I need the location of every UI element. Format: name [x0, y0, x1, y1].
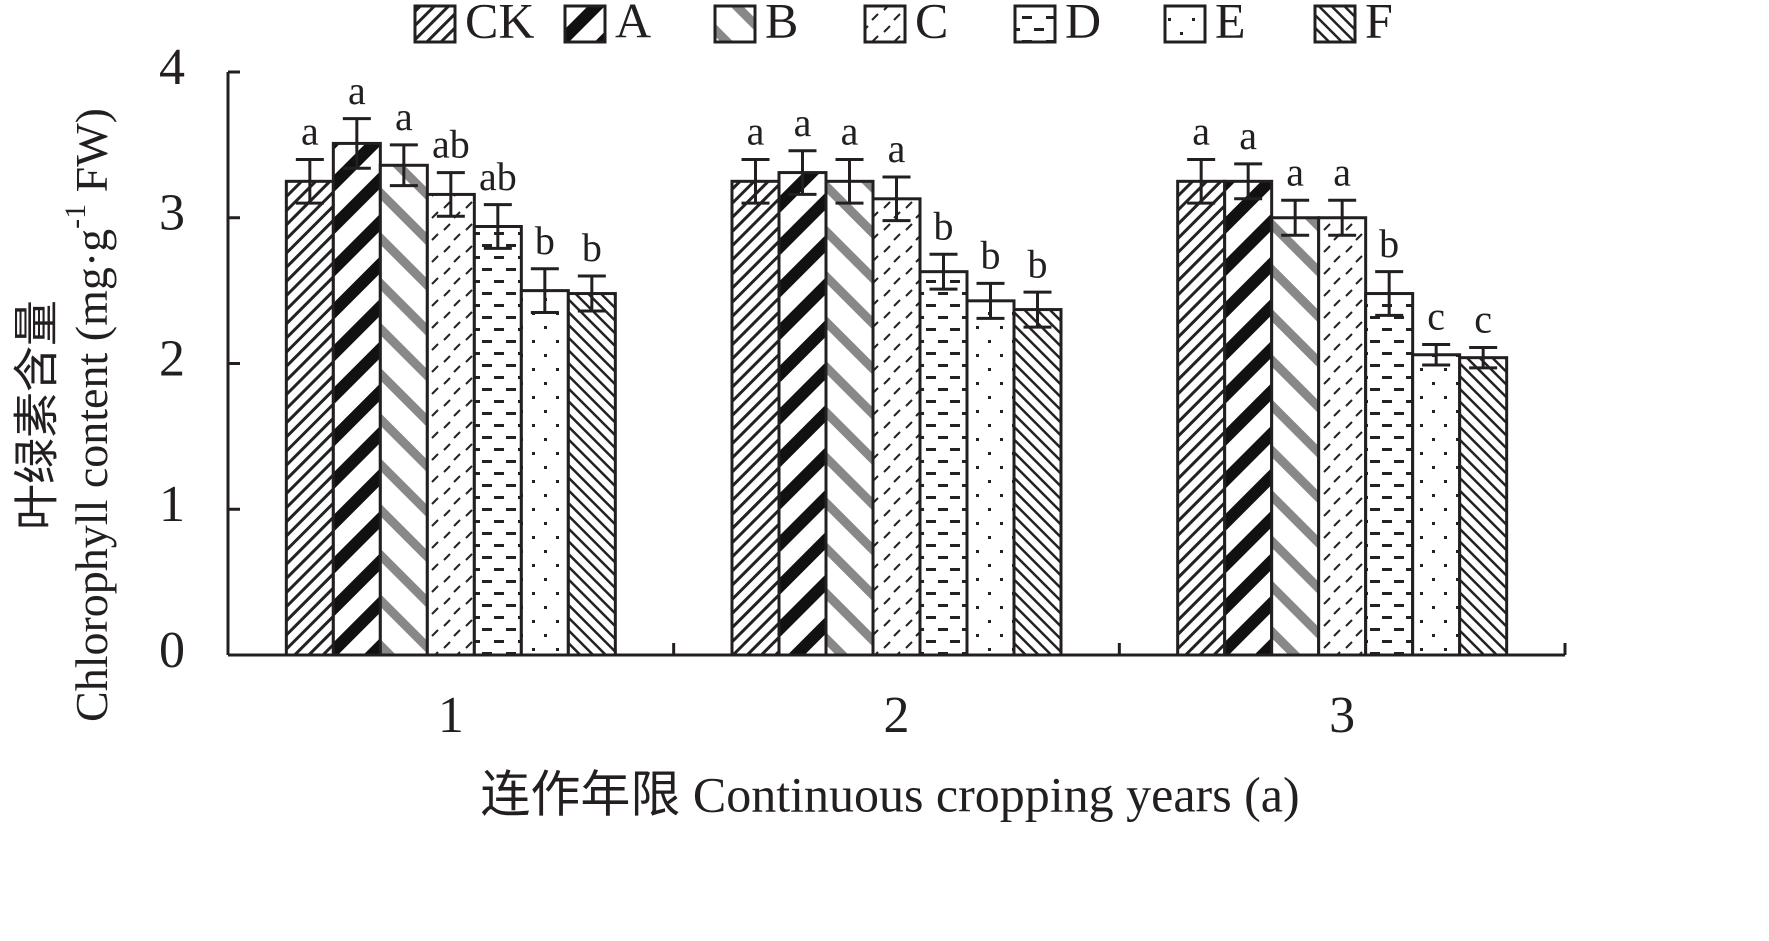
error-bar [295, 157, 324, 205]
legend-swatch [1163, 4, 1207, 44]
bar [284, 179, 335, 657]
y-tick-label: 4 [159, 39, 185, 96]
significance-label: a [395, 94, 413, 139]
bar [472, 224, 523, 657]
error-bar [1281, 198, 1310, 237]
bar [566, 292, 617, 657]
x-axis-label: 连作年限 Continuous cropping years (a) [480, 766, 1299, 822]
legend-label: B [765, 0, 798, 48]
significance-label: a [841, 109, 859, 154]
error-bar [1234, 162, 1263, 201]
y-tick-label: 0 [159, 622, 185, 679]
significance-label: a [1333, 149, 1351, 194]
significance-label: b [981, 233, 1001, 278]
y-axis-label-sup: -1 [59, 204, 92, 229]
error-bar [436, 171, 465, 218]
legend-swatch [413, 4, 457, 44]
y-axis-label: Chlorophyll content (mg·g-1 FW) [59, 108, 117, 722]
significance-label: a [348, 68, 366, 113]
bar [1012, 308, 1063, 657]
legend-swatch [1013, 4, 1057, 44]
bar [1270, 216, 1321, 657]
y-axis-label: 叶绿素含量 [12, 300, 63, 530]
significance-label: c [1427, 294, 1445, 339]
legend-label: A [615, 0, 651, 48]
x-tick-label: 1 [438, 687, 464, 744]
error-bar [1469, 345, 1498, 370]
significance-label: a [1239, 113, 1257, 158]
bar [425, 192, 476, 657]
bar [777, 171, 828, 657]
significance-label: b [1379, 221, 1399, 266]
error-bar [741, 157, 770, 205]
significance-label: a [301, 109, 319, 154]
legend-label: E [1215, 0, 1246, 48]
error-bar [882, 175, 911, 223]
error-bar [389, 143, 418, 188]
y-axis-label-part: Chlorophyll content (mg·g [66, 229, 117, 722]
bar [824, 179, 875, 657]
x-tick-label: 2 [884, 687, 910, 744]
significance-label: a [794, 100, 812, 145]
bar [1317, 216, 1368, 657]
error-bar [929, 252, 958, 291]
y-tick-label: 1 [159, 476, 185, 533]
error-bar [1375, 270, 1404, 317]
error-bar [483, 203, 512, 250]
legend-label: CK [465, 0, 534, 48]
error-bar [1023, 290, 1052, 329]
bar [331, 141, 382, 657]
bar [965, 299, 1016, 657]
significance-label: b [535, 218, 555, 263]
legend-swatch [1313, 4, 1357, 44]
bar [730, 179, 781, 657]
error-bar [835, 157, 864, 205]
error-bar [1328, 198, 1357, 237]
significance-label: b [1028, 241, 1048, 286]
significance-label: c [1474, 297, 1492, 342]
y-axis-label-part: FW) [66, 108, 117, 204]
bar [1176, 179, 1227, 657]
x-tick-label: 3 [1329, 687, 1355, 744]
significance-label: a [888, 126, 906, 171]
y-tick-label: 2 [159, 330, 185, 387]
legend-label: F [1365, 0, 1393, 48]
significance-label: a [1192, 109, 1210, 154]
legend-label: C [915, 0, 948, 48]
legend-swatch [563, 4, 607, 44]
bar [519, 289, 570, 657]
error-bar [577, 274, 606, 313]
bar [918, 270, 969, 657]
error-bar [976, 281, 1005, 320]
bar [871, 197, 922, 657]
error-bar [342, 117, 371, 170]
bar [1411, 353, 1462, 657]
significance-label: ab [479, 154, 517, 199]
significance-label: ab [432, 122, 470, 167]
significance-label: b [934, 203, 954, 248]
legend-label: D [1065, 0, 1101, 48]
error-bar [1187, 157, 1216, 205]
bar [1364, 292, 1415, 657]
significance-label: a [1286, 149, 1304, 194]
bar [1223, 179, 1274, 657]
error-bar [788, 149, 817, 196]
legend-swatch [713, 4, 757, 44]
bar [1458, 356, 1509, 657]
bar [378, 163, 429, 657]
y-tick-label: 3 [159, 185, 185, 242]
significance-label: b [582, 225, 602, 270]
error-bar [530, 267, 559, 314]
legend-swatch [863, 4, 907, 44]
significance-label: a [747, 109, 765, 154]
error-bar [1422, 343, 1451, 367]
